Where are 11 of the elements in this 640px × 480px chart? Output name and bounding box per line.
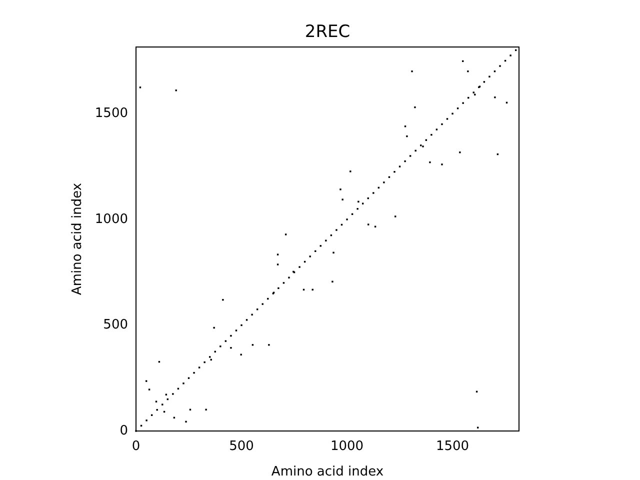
- y-tick-label: 0: [120, 423, 128, 438]
- x-tick-label: 0: [132, 439, 140, 454]
- x-tick-label: 1000: [330, 439, 364, 454]
- x-tick-label: 500: [229, 439, 254, 454]
- y-tick-label: 500: [103, 318, 128, 333]
- y-tick-label: 1500: [94, 106, 128, 122]
- y-axis-title: Amino acid index: [70, 182, 86, 296]
- x-axis-title: Amino acid index: [271, 464, 384, 480]
- y-tick-label: 1000: [94, 212, 128, 227]
- chart-title: 2REC: [304, 22, 350, 42]
- x-tick-label: 1500: [436, 439, 470, 454]
